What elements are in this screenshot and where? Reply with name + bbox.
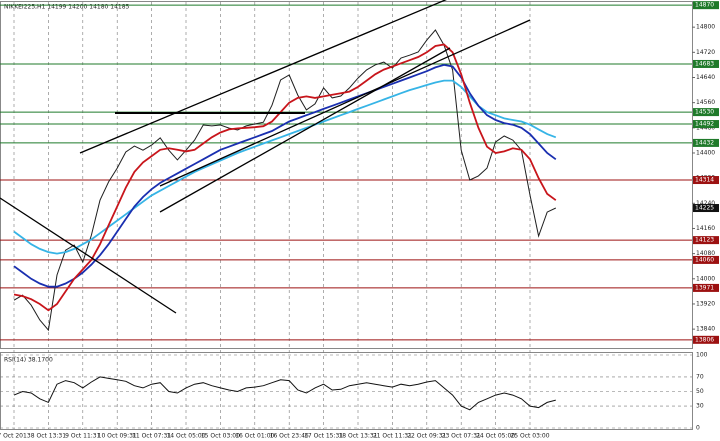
y-tick-label: 14240 (696, 200, 715, 207)
series-line (13, 29, 557, 332)
rsi-pane-frame (0, 352, 693, 430)
x-tick-label: 11 Oct 07:31 (132, 433, 171, 440)
x-tick-label: 15 Oct 03:00 (201, 433, 240, 440)
price-label: 14225 (695, 205, 714, 212)
level-label: 14683 (695, 60, 714, 67)
level-label: 13806 (695, 336, 714, 343)
x-tick-label: 22 Oct 09:31 (407, 433, 446, 440)
level-label-box (693, 138, 719, 147)
y-tick-label: 0 (696, 425, 700, 432)
x-tick-label: 7 Oct 2013 (0, 433, 31, 440)
x-tick-label: 18 Oct 13:31 (338, 433, 377, 440)
level-label-box (693, 59, 719, 68)
chart-header: NIKKEI225,H1 14199 14200 14180 14185 (4, 4, 130, 11)
y-tick-label: 13920 (696, 300, 715, 307)
price-label-box (693, 204, 719, 213)
level-label-box (693, 255, 719, 264)
series-line (13, 43, 557, 312)
y-tick-label: 14400 (696, 149, 715, 156)
series-line (13, 79, 557, 255)
level-label: 14870 (695, 2, 714, 9)
level-label: 13971 (695, 284, 714, 291)
y-tick-label: 100 (696, 352, 708, 359)
x-tick-label: 17 Oct 15:31 (304, 433, 343, 440)
x-tick-label: 10 Oct 09:31 (98, 433, 137, 440)
y-tick-label: 14000 (696, 275, 715, 282)
level-label-box (693, 335, 719, 344)
x-tick-label: 16 Oct 01:00 (235, 433, 274, 440)
x-tick-label: 24 Oct 05:00 (476, 433, 515, 440)
y-tick-label: 14160 (696, 225, 715, 232)
trend-line (0, 197, 177, 314)
y-tick-label: 14560 (696, 99, 715, 106)
series-line (13, 63, 557, 288)
y-tick-label: 14080 (696, 250, 715, 257)
trend-line (159, 19, 531, 187)
x-tick-label: 21 Oct 11:31 (373, 433, 412, 440)
y-tick-label: 14640 (696, 74, 715, 81)
y-tick-label: 50 (696, 388, 704, 395)
x-tick-label: 25 Oct 03:00 (510, 433, 549, 440)
level-label-box (693, 1, 719, 10)
level-label: 14432 (695, 139, 714, 146)
level-label: 14530 (695, 109, 714, 116)
x-tick-label: 9 Oct 11:31 (65, 433, 100, 440)
x-tick-label: 23 Oct 07:31 (442, 433, 481, 440)
level-label: 14492 (695, 121, 714, 128)
rsi-line (13, 376, 556, 411)
y-tick-label: 14720 (696, 49, 715, 56)
level-label-box (693, 120, 719, 129)
level-label-box (693, 108, 719, 117)
x-tick-label: 14 Oct 05:00 (166, 433, 205, 440)
trend-lines (0, 0, 531, 314)
level-label: 14314 (695, 177, 714, 184)
y-tick-label: 14800 (696, 24, 715, 31)
level-label-box (693, 236, 719, 245)
x-tick-label: 16 Oct 23:46 (270, 433, 309, 440)
trend-line (79, 0, 447, 154)
y-tick-label: 70 (696, 373, 704, 380)
level-label-box (693, 283, 719, 292)
rsi-title: RSI(14) 38.1700 (4, 357, 53, 364)
main-pane-frame (0, 1, 693, 349)
level-label-box (693, 176, 719, 185)
y-tick-label: 13840 (696, 326, 715, 333)
level-label: 14123 (695, 237, 714, 244)
x-tick-label: 8 Oct 13:31 (31, 433, 66, 440)
trend-line (159, 47, 451, 213)
y-tick-label: 30 (696, 403, 704, 410)
level-label: 14060 (695, 256, 714, 263)
